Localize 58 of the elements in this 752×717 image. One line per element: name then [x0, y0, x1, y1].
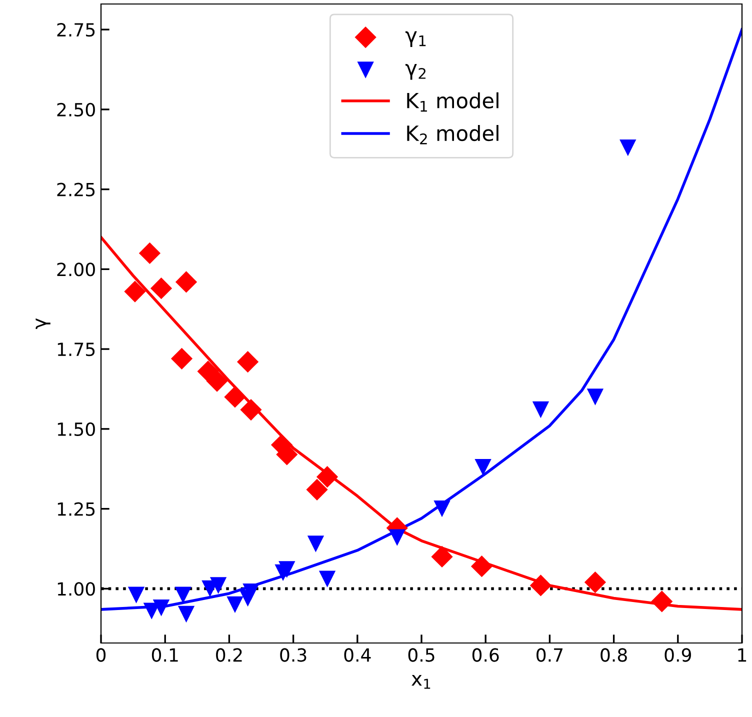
point: [532, 401, 550, 418]
point: [226, 596, 244, 613]
y-tick-label: 1.50: [58, 422, 95, 436]
point: [431, 546, 453, 568]
point: [240, 398, 262, 421]
point: [124, 280, 146, 302]
x-tick-label: 0.7: [536, 648, 563, 662]
y-tick-label: 1.25: [58, 502, 95, 516]
y-tick-label: 1.75: [58, 342, 95, 356]
point: [530, 574, 552, 596]
x-tick-label: 0.2: [216, 648, 242, 662]
legend-label: γ$_{2}$: [405, 64, 426, 80]
y-tick-label: 2.75: [57, 23, 95, 37]
x-tick-label: 0.5: [408, 648, 434, 662]
point: [128, 586, 145, 604]
point: [316, 466, 338, 488]
line-series: [101, 236, 742, 611]
y-tick-label: 2.25: [57, 182, 95, 196]
point: [586, 388, 604, 406]
x-tick-label: 0.1: [152, 648, 178, 662]
x-tick-label: 0.4: [344, 648, 371, 662]
point: [307, 536, 324, 552]
y-tick-label: 1.00: [58, 582, 95, 596]
point: [170, 348, 193, 370]
x-tick-label: 0.3: [280, 648, 306, 662]
point: [210, 577, 227, 594]
point: [620, 139, 636, 156]
legend-label: γ$_{1}$: [405, 31, 426, 48]
point: [178, 606, 195, 623]
point: [474, 458, 492, 476]
point: [434, 500, 450, 518]
point: [236, 351, 259, 373]
point: [388, 529, 406, 546]
point: [174, 586, 192, 604]
point: [150, 278, 172, 300]
point: [224, 386, 246, 408]
legend-label: K$_{1}$ model: [407, 92, 498, 112]
legend-label: K$_{2}$ model: [407, 124, 498, 144]
point: [318, 570, 336, 588]
x-tick-label: 0: [96, 648, 106, 662]
x-tick-label: 0.6: [472, 648, 499, 662]
x-tick-label: 0.9: [664, 648, 691, 662]
point: [278, 561, 296, 578]
x-axis-title: x$_{1}$: [412, 674, 430, 689]
point: [306, 478, 328, 500]
y-tick-label: 2.50: [57, 102, 95, 117]
point: [206, 370, 228, 392]
point: [242, 584, 260, 600]
point: [175, 271, 198, 293]
y-axis-title: γ: [36, 318, 50, 329]
point: [152, 600, 170, 616]
point: [584, 571, 606, 594]
point: [470, 556, 493, 578]
x-tick-label: 0.8: [600, 648, 627, 662]
x-tick-label: 1: [738, 648, 746, 662]
point: [651, 590, 673, 612]
y-tick-label: 2.00: [57, 262, 95, 276]
point: [138, 242, 161, 264]
